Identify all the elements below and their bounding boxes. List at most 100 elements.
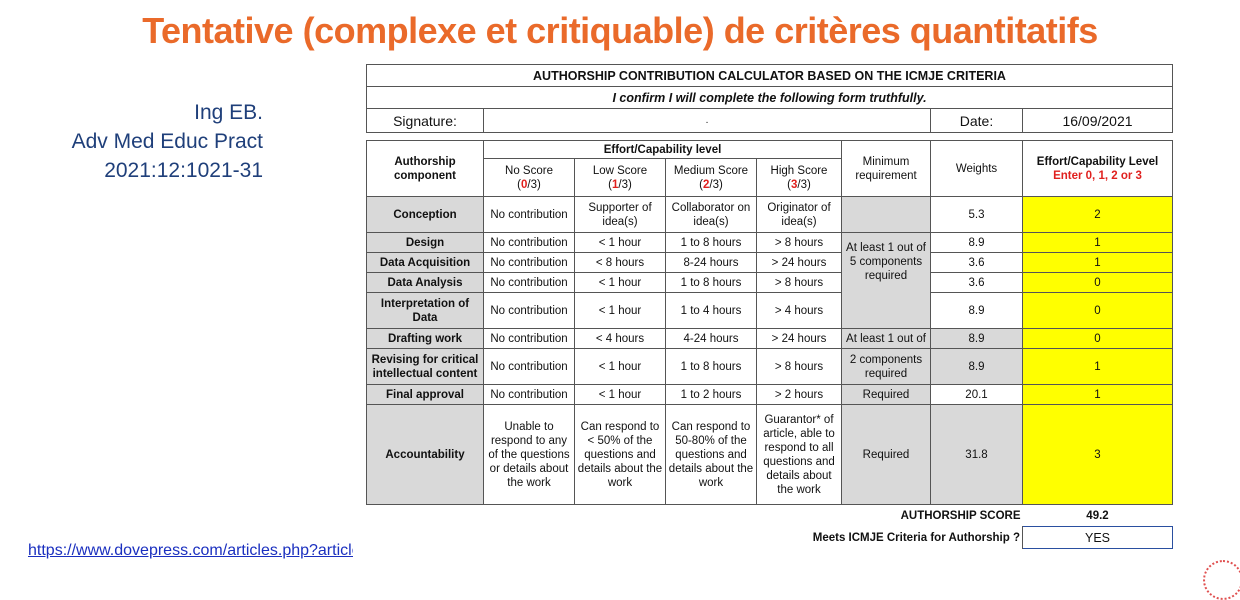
high-score-label: High Score <box>770 164 828 177</box>
row-component: Final approval <box>366 384 484 405</box>
row-high-score: > 4 hours <box>756 292 842 329</box>
row-level-input[interactable]: 1 <box>1022 252 1173 273</box>
row-level-input[interactable]: 0 <box>1022 292 1173 329</box>
no-score-label: No Score <box>505 164 553 177</box>
row-weight: 8.9 <box>930 328 1023 349</box>
table-row: Revising for critical intellectual conte… <box>366 348 1173 385</box>
heading-row: AUTHORSHIP CONTRIBUTION CALCULATOR BASED… <box>366 64 1173 87</box>
row-no-score: No contribution <box>483 272 575 293</box>
row-medium-score: 8-24 hours <box>665 252 757 273</box>
row-component: Data Analysis <box>366 272 484 293</box>
score-spacer <box>367 505 842 527</box>
header-minimum: Minimum requirement <box>841 140 931 197</box>
row-high-score: > 24 hours <box>756 328 842 349</box>
row-high-score: > 2 hours <box>756 384 842 405</box>
low-score-label: Low Score <box>592 164 648 177</box>
row-no-score: No contribution <box>483 252 575 273</box>
row-high-score: > 8 hours <box>756 232 842 253</box>
row-weight: 31.8 <box>930 404 1023 505</box>
header-high-score: High Score (3/3) <box>756 158 842 197</box>
date-label: Date: <box>930 108 1023 133</box>
row-low-score: < 1 hour <box>574 292 666 329</box>
source-link[interactable]: https://www.dovepress.com/articles.php?a… <box>28 542 436 559</box>
row-weight: 20.1 <box>930 384 1023 405</box>
row-medium-score: Can respond to 50-80% of the questions a… <box>665 404 757 505</box>
row-medium-score: 1 to 2 hours <box>665 384 757 405</box>
table-row: Design No contribution < 1 hour 1 to 8 h… <box>366 232 1173 329</box>
signature-field[interactable]: . <box>483 108 931 133</box>
row-weight: 3.6 <box>930 272 1023 293</box>
meets-criteria-label: Meets ICMJE Criteria for Authorship ? <box>756 526 1023 549</box>
citation-reference: Ing EB. Adv Med Educ Pract 2021:12:1021-… <box>72 98 263 185</box>
citation-journal: Adv Med Educ Pract <box>71 130 263 153</box>
row-level-input[interactable]: 2 <box>1022 196 1173 233</box>
row-no-score: Unable to respond to any of the question… <box>483 404 575 505</box>
row-low-score: < 1 hour <box>574 348 666 385</box>
row-medium-score: 1 to 8 hours <box>665 272 757 293</box>
table-row: Data Acquisition No contribution < 8 hou… <box>366 252 1173 273</box>
low-score-fraction: (1/3) <box>608 178 632 191</box>
calculator-sheet: AUTHORSHIP CONTRIBUTION CALCULATOR BASED… <box>353 60 1203 574</box>
header-component: Authorship component <box>366 140 484 197</box>
meets-spacer <box>367 527 757 549</box>
header-row-2: No Score (0/3) Low Score (1/3) Medium Scor… <box>367 158 1173 197</box>
row-level-input[interactable]: 3 <box>1022 404 1173 505</box>
date-field[interactable]: 16/09/2021 <box>1022 108 1173 133</box>
header-no-score: No Score (0/3) <box>483 158 575 197</box>
row-component: Data Acquisition <box>366 252 484 273</box>
row-level-input[interactable]: 1 <box>1022 348 1173 385</box>
spacer-cell <box>366 132 1173 141</box>
row-weight: 3.6 <box>930 252 1023 273</box>
row-level-input[interactable]: 1 <box>1022 384 1173 405</box>
row-weight: 5.3 <box>930 196 1023 233</box>
row-low-score: Can respond to < 50% of the questions an… <box>574 404 666 505</box>
row-component: Conception <box>366 196 484 233</box>
row-high-score: Guarantor* of article, able to respond t… <box>756 404 842 505</box>
row-component: Interpretation of Data <box>366 292 484 329</box>
row-low-score: < 8 hours <box>574 252 666 273</box>
row-high-score: > 8 hours <box>756 348 842 385</box>
row-no-score: No contribution <box>483 328 575 349</box>
row-high-score: Originator of idea(s) <box>756 196 842 233</box>
table-row: Data Analysis No contribution < 1 hour 1… <box>366 272 1173 293</box>
row-medium-score: 1 to 8 hours <box>665 348 757 385</box>
row-low-score: < 1 hour <box>574 384 666 405</box>
confirm-text: I confirm I will complete the following … <box>366 86 1173 109</box>
row-weight: 8.9 <box>930 232 1023 253</box>
high-score-fraction: (3/3) <box>787 178 811 191</box>
medium-score-label: Medium Score <box>673 164 749 177</box>
table-row: Final approval No contribution < 1 hour … <box>366 384 1173 405</box>
row-low-score: < 1 hour <box>574 232 666 253</box>
header-level-title: Effort/Capability Level <box>1036 155 1159 168</box>
row-high-score: > 8 hours <box>756 272 842 293</box>
table-row: Drafting work No contribution < 4 hours … <box>366 328 1173 349</box>
row-component: Revising for critical intellectual conte… <box>366 348 484 385</box>
row-medium-score: Collaborator on idea(s) <box>665 196 757 233</box>
row-low-score: < 4 hours <box>574 328 666 349</box>
row-low-score: Supporter of idea(s) <box>574 196 666 233</box>
row-minimum: Required <box>841 384 931 405</box>
signature-label: Signature: <box>366 108 484 133</box>
header-level: Effort/Capability Level Enter 0, 1, 2 or… <box>1022 140 1173 197</box>
sheet-heading: AUTHORSHIP CONTRIBUTION CALCULATOR BASED… <box>366 64 1173 87</box>
authorship-score-value: 49.2 <box>1086 509 1109 522</box>
row-level-input[interactable]: 1 <box>1022 232 1173 253</box>
row-no-score: No contribution <box>483 196 575 233</box>
row-medium-score: 1 to 8 hours <box>665 232 757 253</box>
row-medium-score: 4-24 hours <box>665 328 757 349</box>
table-row: Conception No contribution Supporter of … <box>366 196 1173 233</box>
no-score-fraction: (0/3) <box>517 178 541 191</box>
row-level-input[interactable]: 0 <box>1022 272 1173 293</box>
row-level-input[interactable]: 0 <box>1022 328 1173 349</box>
row-component: Drafting work <box>366 328 484 349</box>
row-weight: 8.9 <box>930 348 1023 385</box>
row-no-score: No contribution <box>483 232 575 253</box>
slide-title: Tentative (complexe et critiquable) de c… <box>142 10 1098 51</box>
header-medium-score: Medium Score (2/3) <box>665 158 757 197</box>
decorative-arc <box>1203 560 1240 600</box>
row-no-score: No contribution <box>483 292 575 329</box>
row-component: Design <box>366 232 484 253</box>
header-row-1: Authorship component Effort/Capability l… <box>366 140 1173 197</box>
row-weight: 8.9 <box>930 292 1023 329</box>
meets-row: Meets ICMJE Criteria for Authorship ? YE… <box>367 526 1173 549</box>
